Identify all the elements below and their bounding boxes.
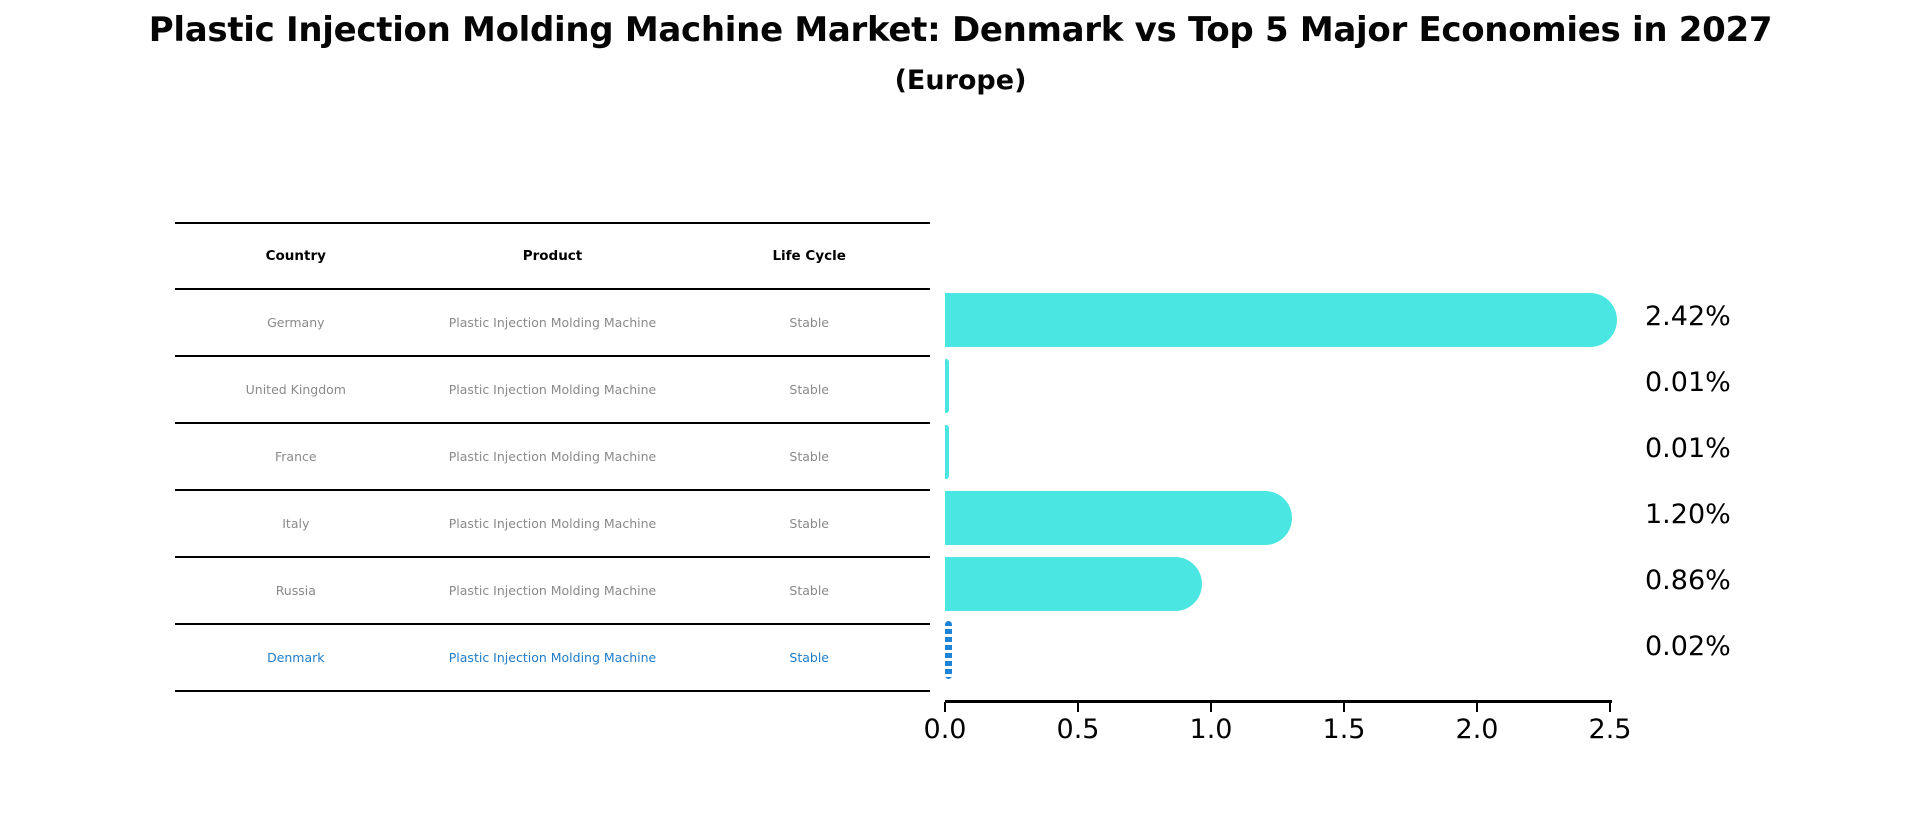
column-header-product: Product xyxy=(522,248,583,264)
cell-life-cycle: Stable xyxy=(789,516,829,531)
bar-france xyxy=(945,425,949,479)
cell-country: France xyxy=(275,449,317,464)
column-header-life-cycle: Life Cycle xyxy=(772,248,846,264)
cell-product: Plastic Injection Molding Machine xyxy=(448,650,657,665)
bar-value-label: 1.20% xyxy=(1645,499,1731,530)
cell-country: Denmark xyxy=(267,650,325,665)
table-row-germany: Germany Plastic Injection Molding Machin… xyxy=(175,290,930,357)
chart-subtitle: (Europe) xyxy=(894,65,1027,96)
x-axis-tick xyxy=(1210,702,1212,712)
bar-chart: 2.42% 0.01% 0.01% 1.20% 0.86% 0.02% 0.0 0.5 1.0 1… xyxy=(924,222,1775,782)
bar-russia xyxy=(945,557,1202,611)
x-tick-label: 0.5 xyxy=(1056,714,1100,745)
x-tick-label: 0.0 xyxy=(923,714,967,745)
bar-germany xyxy=(945,293,1617,347)
bar-italy xyxy=(945,491,1293,545)
x-axis-line xyxy=(945,700,1612,703)
cell-product: Plastic Injection Molding Machine xyxy=(448,382,657,397)
cell-product: Plastic Injection Molding Machine xyxy=(448,516,657,531)
x-axis-tick xyxy=(1476,702,1478,712)
highlight-bar-denmark xyxy=(945,621,952,679)
column-header-country: Country xyxy=(265,248,326,264)
table-row-denmark-highlight: Denmark Plastic Injection Molding Machin… xyxy=(175,625,930,692)
x-tick-label: 2.5 xyxy=(1588,714,1632,745)
bar-value-label: 0.01% xyxy=(1645,367,1731,398)
table-header-row: Country Product Life Cycle xyxy=(175,224,930,290)
bar-value-label: 2.42% xyxy=(1645,301,1731,332)
cell-product: Plastic Injection Molding Machine xyxy=(448,315,657,330)
cell-life-cycle: Stable xyxy=(789,583,829,598)
table-row-united-kingdom: United Kingdom Plastic Injection Molding… xyxy=(175,357,930,424)
table-row-italy: Italy Plastic Injection Molding Machine … xyxy=(175,491,930,558)
x-tick-label: 2.0 xyxy=(1455,714,1499,745)
cell-life-cycle: Stable xyxy=(789,315,829,330)
cell-life-cycle: Stable xyxy=(789,449,829,464)
cell-country: Russia xyxy=(275,583,316,598)
cell-life-cycle: Stable xyxy=(789,650,829,665)
bar-value-label: 0.86% xyxy=(1645,565,1731,596)
x-tick-label: 1.0 xyxy=(1189,714,1233,745)
x-axis-tick xyxy=(1077,702,1079,712)
x-axis-tick xyxy=(1343,702,1345,712)
x-tick-label: 1.5 xyxy=(1322,714,1366,745)
x-axis-tick xyxy=(944,702,946,712)
table-row-france: France Plastic Injection Molding Machine… xyxy=(175,424,930,491)
cell-product: Plastic Injection Molding Machine xyxy=(448,583,657,598)
cell-life-cycle: Stable xyxy=(789,382,829,397)
cell-product: Plastic Injection Molding Machine xyxy=(448,449,657,464)
cell-country: United Kingdom xyxy=(245,382,346,397)
bar-value-label: 0.01% xyxy=(1645,433,1731,464)
bar-value-label: 0.02% xyxy=(1645,631,1731,662)
bar-united-kingdom xyxy=(945,359,949,413)
table-row-russia: Russia Plastic Injection Molding Machine… xyxy=(175,558,930,625)
chart-title: Plastic Injection Molding Machine Market… xyxy=(148,10,1773,50)
country-table: Country Product Life Cycle Germany Plast… xyxy=(175,222,930,692)
cell-country: Italy xyxy=(282,516,310,531)
x-axis-tick xyxy=(1609,702,1611,712)
cell-country: Germany xyxy=(267,315,325,330)
